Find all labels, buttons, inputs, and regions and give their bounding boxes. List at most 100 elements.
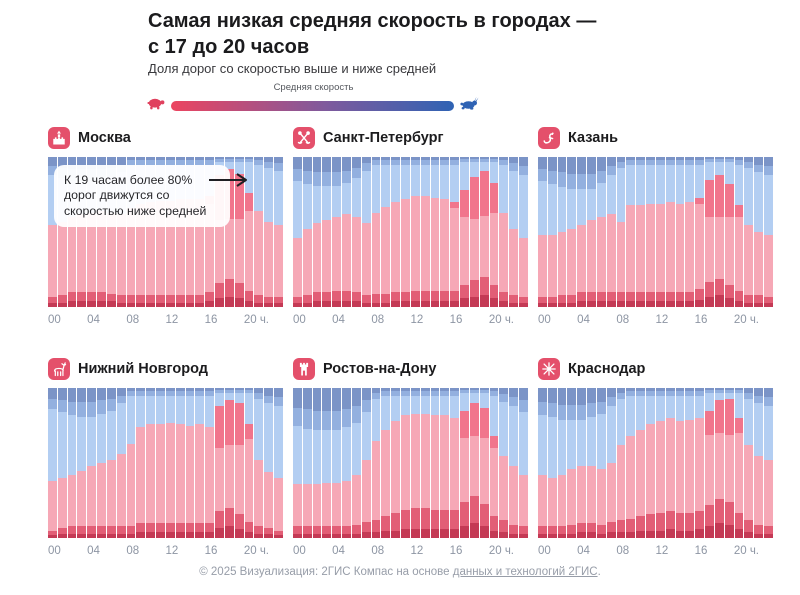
city-card-kazan: Казань 00 04 08 12 16 20 ч.	[538, 126, 773, 327]
x-tick-label: 16	[449, 545, 463, 557]
city-card-spb: Санкт-Петербург 00 04 08 12 16 20 ч.	[293, 126, 528, 327]
hour-bar	[156, 388, 165, 538]
hour-bar	[126, 388, 136, 538]
hour-bar	[401, 157, 410, 307]
x-tick-label: 16	[204, 314, 218, 326]
hour-bar	[87, 388, 97, 538]
hour-bar	[714, 388, 724, 538]
hour-bar	[274, 157, 283, 307]
x-tick-label: 12	[655, 314, 669, 326]
footer-text-suffix: .	[597, 566, 601, 578]
x-tick-label: 04	[577, 545, 590, 557]
x-tick-label: 04	[332, 545, 345, 557]
city-header: Краснодар	[538, 357, 773, 381]
hour-bar	[626, 388, 636, 538]
kazan-bars	[538, 157, 773, 307]
hour-bar	[234, 157, 244, 307]
rostov-bars	[293, 388, 528, 538]
hour-bar	[410, 388, 420, 538]
hour-bar	[48, 157, 57, 307]
hour-bar	[577, 388, 587, 538]
hour-bar	[655, 157, 665, 307]
city-name: Санкт-Петербург	[323, 130, 444, 146]
hour-bar	[538, 157, 547, 307]
hour-bar	[420, 157, 430, 307]
color-legend: Средняя скорость	[146, 82, 486, 116]
hour-bar	[754, 157, 764, 307]
hour-bar	[606, 388, 616, 538]
hour-bar	[215, 388, 224, 538]
hour-bar	[460, 388, 469, 538]
x-tick-label: 00	[538, 545, 551, 557]
krasnodar-xaxis: 00 04 08 12 16 20 ч.	[538, 538, 773, 558]
hour-bar	[577, 157, 587, 307]
moscow-xaxis: 00 04 08 12 16 20 ч.	[48, 307, 283, 327]
attribution-footer: © 2025 Визуализация: 2ГИС Компас на осно…	[0, 566, 800, 578]
hour-bar	[714, 157, 724, 307]
hour-bar	[351, 388, 361, 538]
hour-bar	[695, 388, 705, 538]
legend-gradient	[171, 101, 454, 111]
hour-bar	[401, 388, 410, 538]
hour-bar	[705, 157, 714, 307]
hour-bar	[764, 388, 773, 538]
krasnodar-chart	[538, 388, 773, 538]
hour-bar	[146, 388, 156, 538]
x-tick-label: 20 ч.	[488, 314, 515, 326]
hour-bar	[293, 157, 302, 307]
hour-bar	[430, 157, 440, 307]
hour-bar	[254, 157, 264, 307]
title-line-1: Самая низкая средняя скорость в городах …	[148, 10, 597, 32]
footer-link[interactable]: данных и технологий 2ГИС	[452, 566, 598, 578]
hour-bar	[636, 157, 646, 307]
hour-bar	[587, 157, 596, 307]
x-tick-label: 08	[371, 545, 385, 557]
kazan-xaxis: 00 04 08 12 16 20 ч.	[538, 307, 773, 327]
hour-bar	[234, 388, 244, 538]
city-header: Ростов-на-Дону	[293, 357, 528, 381]
hour-bar	[264, 388, 274, 538]
hour-bar	[381, 388, 391, 538]
hour-bar	[57, 388, 67, 538]
x-tick-label: 12	[410, 545, 424, 557]
hour-bar	[547, 157, 557, 307]
hour-bar	[636, 388, 646, 538]
hour-bar	[460, 157, 469, 307]
hour-bar	[342, 388, 351, 538]
x-tick-label: 04	[577, 314, 590, 326]
hour-bar	[342, 157, 351, 307]
hour-bar	[391, 157, 401, 307]
hour-bar	[519, 157, 528, 307]
city-name: Ростов-на-Дону	[323, 361, 437, 377]
page-subtitle: Доля дорог со скоростью выше и ниже сред…	[148, 61, 437, 76]
city-name: Москва	[78, 130, 131, 146]
hour-bar	[469, 388, 479, 538]
hour-bar	[312, 157, 322, 307]
hour-bar	[420, 388, 430, 538]
x-tick-label: 12	[165, 314, 179, 326]
city-card-krasnodar: Краснодар 00 04 08 12 16 20 ч.	[538, 357, 773, 558]
hour-bar	[596, 157, 606, 307]
hour-bar	[587, 388, 596, 538]
hour-bar	[509, 388, 519, 538]
spb-chart	[293, 157, 528, 307]
hour-bar	[665, 157, 675, 307]
hour-bar	[538, 388, 547, 538]
x-tick-label: 00	[48, 545, 61, 557]
x-tick-label: 00	[293, 545, 306, 557]
city-card-rostov: Ростов-на-Дону 00 04 08 12 16 20 ч.	[293, 357, 528, 558]
hour-bar	[646, 388, 655, 538]
x-tick-label: 08	[371, 314, 385, 326]
x-tick-label: 20 ч.	[733, 545, 760, 557]
x-tick-label: 20 ч.	[733, 314, 760, 326]
x-tick-label: 16	[449, 314, 463, 326]
hour-bar	[489, 388, 499, 538]
moscow-chart: К 19 часам более 80% дорог движутся со с…	[48, 157, 283, 307]
legend-label: Средняя скорость	[273, 82, 354, 93]
city-card-moscow: Москва К 19 часам более 80% дорог движут…	[48, 126, 283, 327]
hour-bar	[371, 157, 381, 307]
x-tick-label: 08	[616, 545, 630, 557]
rostov-chart	[293, 388, 528, 538]
x-tick-label: 08	[126, 314, 140, 326]
